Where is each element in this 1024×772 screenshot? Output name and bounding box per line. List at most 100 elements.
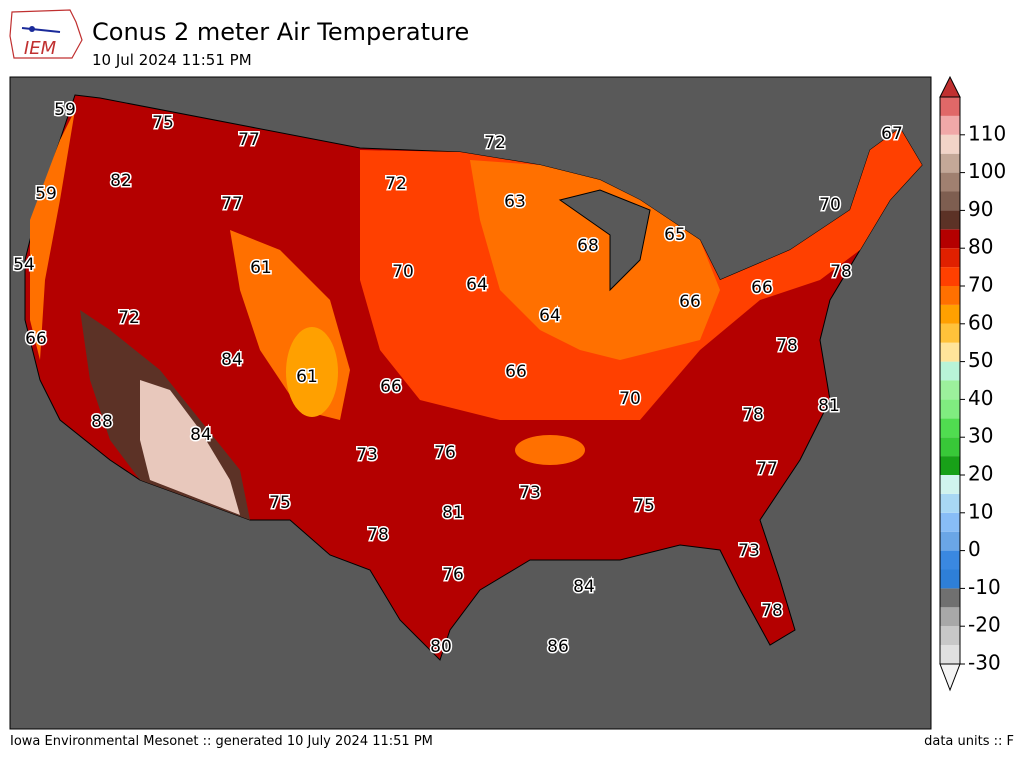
colorbar-tick-label: 50 (968, 348, 993, 372)
map-labels: 59 75 77 72 67 82 72 63 59 77 70 68 65 54 61 70 64 78 66 66… (12, 99, 905, 659)
map-label: 81 (818, 396, 840, 416)
title: Conus 2 meter Air Temperature (92, 18, 469, 46)
colorbar-band (940, 645, 960, 664)
colorbar-tick-label: -20 (968, 613, 1001, 637)
map-label: 61 (250, 258, 272, 278)
colorbar-band (940, 229, 960, 249)
map-label: 75 (633, 496, 655, 516)
colorbar-tick-label: 40 (968, 386, 993, 410)
colorbar-band (940, 361, 960, 381)
colorbar-band (940, 286, 960, 305)
map-label: 75 (269, 493, 291, 513)
lake-michigan (558, 189, 651, 292)
map-label: 70 (619, 389, 641, 409)
map-label: 70 (392, 262, 414, 282)
map (24, 94, 923, 661)
colorbar-tick-label: -10 (968, 575, 1001, 599)
map-label: 78 (367, 525, 389, 545)
map-label: 78 (742, 405, 764, 425)
colorbar-band (940, 134, 960, 154)
map-label: 78 (830, 262, 852, 282)
map-label: 73 (356, 445, 378, 465)
colorbar-band (940, 210, 960, 230)
colorbar-band (940, 550, 960, 570)
map-label: 59 (54, 100, 76, 120)
map-label: 84 (573, 577, 595, 597)
logo-text: IEM (24, 38, 57, 59)
logo: IEM (9, 9, 83, 59)
colorbar-band (940, 531, 960, 551)
map-label: 81 (442, 503, 464, 523)
colorbar-band (940, 607, 960, 627)
colorbar-tick-label: 10 (968, 499, 993, 523)
region-hottest (140, 380, 240, 515)
map-label: 82 (110, 171, 132, 191)
colorbar-tick-label: 100 (968, 159, 1006, 183)
map-label: 78 (761, 601, 783, 621)
colorbar-over (939, 75, 961, 98)
colorbar-band (940, 588, 960, 608)
colorbar-band (940, 380, 960, 400)
region-ozarks (515, 435, 585, 465)
map-label: 73 (738, 541, 760, 561)
colorbar-band (940, 97, 960, 116)
map-label: 73 (519, 483, 541, 503)
map-label: 54 (13, 255, 35, 275)
colorbar-tick-label: 90 (968, 197, 993, 221)
region-mild (470, 160, 720, 360)
colorbar-band (940, 267, 960, 286)
map-label: 77 (756, 459, 778, 479)
colorbar-frame (939, 96, 961, 665)
colorbar-band (940, 248, 960, 268)
map-label: 77 (238, 130, 260, 150)
map-label: 68 (577, 236, 599, 256)
colorbar-band (940, 512, 960, 532)
colorbar-band (940, 437, 960, 457)
map-label: 66 (25, 329, 47, 349)
map-label: 67 (881, 124, 903, 144)
colorbar-band (940, 191, 960, 211)
map-label: 78 (776, 336, 798, 356)
map-label: 61 (296, 367, 318, 387)
colorbar-band (940, 399, 960, 419)
map-label: 76 (442, 565, 464, 585)
region-cool (286, 327, 338, 417)
colorbar-band (940, 172, 960, 192)
map-label: 77 (221, 194, 243, 214)
subtitle: 10 Jul 2024 11:51 PM (92, 51, 252, 69)
map-label: 72 (484, 133, 506, 153)
colorbar-band (940, 493, 960, 513)
colorbar-band (940, 418, 960, 438)
colorbar-band (940, 569, 960, 589)
map-label: 72 (385, 174, 407, 194)
colorbar-band (940, 342, 960, 362)
map-label: 64 (466, 275, 488, 295)
colorbar-band (940, 304, 960, 324)
colorbar: -30 -20 -10 0 10 20 30 40 50 60 70 80 90 100 110 (939, 75, 1006, 692)
map-label: 80 (430, 637, 452, 657)
colorbar-band (940, 153, 960, 173)
map-label: 86 (547, 637, 569, 657)
colorbar-band (940, 456, 960, 475)
colorbar-under (939, 663, 961, 692)
map-label: 84 (190, 425, 212, 445)
colorbar-tick-label: 0 (968, 537, 981, 561)
region-coast (30, 110, 75, 360)
map-label: 66 (505, 362, 527, 382)
map-label: 84 (221, 350, 243, 370)
map-label: 66 (751, 278, 773, 298)
footer-left: Iowa Environmental Mesonet :: generated … (10, 734, 433, 749)
colorbar-band (940, 626, 960, 646)
map-label: 65 (664, 225, 686, 245)
map-label: 76 (434, 443, 456, 463)
map-label: 64 (539, 306, 561, 326)
colorbar-tick-label: -30 (968, 651, 1001, 675)
map-label: 72 (118, 308, 140, 328)
colorbar-band (940, 115, 960, 135)
colorbar-band (940, 475, 960, 494)
map-label: 66 (679, 292, 701, 312)
colorbar-tick-label: 70 (968, 273, 993, 297)
map-label: 63 (504, 192, 526, 212)
colorbar-tick-label: 60 (968, 310, 993, 334)
